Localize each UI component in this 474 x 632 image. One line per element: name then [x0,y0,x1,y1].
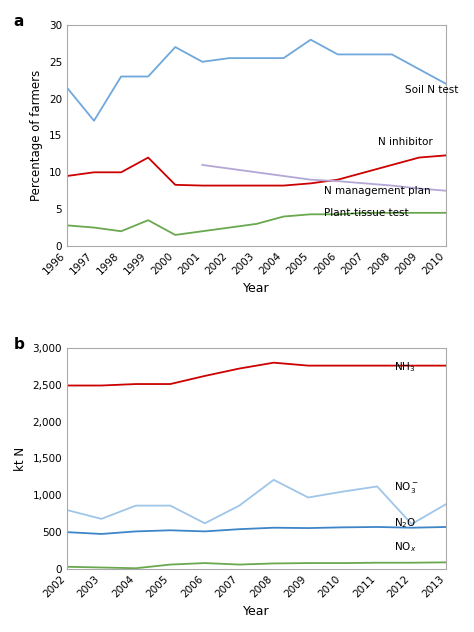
Text: NO$_x$: NO$_x$ [394,540,417,554]
Text: Soil N test: Soil N test [405,85,459,95]
Y-axis label: kt N: kt N [14,446,27,470]
Text: NO$_3^-$: NO$_3^-$ [394,480,419,495]
Text: Plant-tissue test: Plant-tissue test [324,208,409,218]
Text: a: a [14,14,24,29]
Text: b: b [14,337,25,352]
Text: NH$_3$: NH$_3$ [394,361,416,375]
X-axis label: Year: Year [243,605,270,618]
Text: N management plan: N management plan [324,186,431,196]
Y-axis label: Percentage of farmers: Percentage of farmers [30,70,43,201]
X-axis label: Year: Year [243,283,270,295]
Text: N inhibitor: N inhibitor [378,137,433,147]
Text: N$_2$O: N$_2$O [394,516,417,530]
